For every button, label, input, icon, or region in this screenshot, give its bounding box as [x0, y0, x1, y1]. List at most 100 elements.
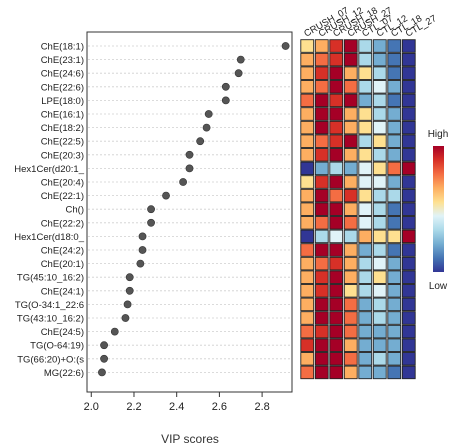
heatmap-cell [358, 365, 373, 380]
heatmap-cell [314, 39, 329, 53]
heatmap-cell [401, 107, 416, 121]
heatmap-cell [343, 324, 358, 339]
heatmap-cell [314, 284, 329, 298]
feature-label: MG(22:6) [44, 368, 84, 379]
feature-label: ChE(22:1) [41, 191, 84, 202]
vip-point [125, 273, 134, 282]
heatmap-cell [314, 66, 329, 80]
heatmap-cell [358, 52, 373, 67]
heatmap-cell [401, 297, 416, 312]
heatmap-cell [314, 188, 329, 203]
x-tick-label: 2.8 [254, 401, 269, 413]
heatmap-cell [372, 120, 387, 135]
heatmap-cell [387, 80, 402, 94]
heatmap-cell [314, 161, 329, 176]
heatmap-cell [387, 52, 402, 67]
heatmap-cell [358, 338, 373, 352]
heatmap-cell [314, 148, 329, 162]
heatmap-cell [372, 324, 387, 339]
vip-point [138, 246, 147, 254]
heatmap-cell [372, 134, 387, 148]
heatmap-cell [387, 297, 402, 312]
heatmap-cell [300, 175, 315, 189]
heatmap-cell [329, 297, 344, 312]
feature-label: ChE(22:2) [41, 218, 84, 229]
legend-low-label: Low [429, 281, 448, 292]
heatmap-cell [401, 311, 416, 325]
feature-label: ChE(18:2) [41, 123, 84, 134]
heatmap-cell [387, 256, 402, 271]
vip-point [281, 42, 290, 50]
heatmap-cell [300, 297, 315, 312]
legend-color-bar [433, 146, 444, 272]
heatmap-cell [343, 188, 358, 203]
vip-point [98, 368, 106, 377]
heatmap-cell [300, 365, 315, 380]
feature-label: TG(43:10_16:2) [17, 314, 84, 325]
vip-point [147, 218, 155, 227]
heatmap-cell [372, 93, 387, 108]
heatmap-cell [358, 324, 373, 339]
heatmap-cell [300, 270, 315, 284]
heatmap-cell [387, 202, 402, 216]
vip-point [234, 69, 243, 78]
feature-label: ChE(20:1) [41, 259, 84, 270]
heatmap-cell [358, 80, 373, 94]
heatmap-cell [300, 216, 315, 230]
heatmap-cell [358, 66, 373, 80]
heatmap-cell [329, 365, 344, 380]
grid-lines [88, 45, 291, 373]
heatmap-cell [300, 148, 315, 162]
heatmap-cell [358, 352, 373, 366]
heatmap-cell [358, 107, 373, 121]
heatmap-cell [329, 66, 344, 80]
heatmap-cell [387, 243, 402, 257]
heatmap-cell [329, 270, 344, 284]
heatmap-cell [343, 93, 358, 108]
plot-frame [86, 31, 293, 393]
feature-label: ChE(23:1) [41, 55, 84, 66]
heatmap-cell [387, 107, 402, 121]
heatmap-cell [343, 52, 358, 67]
heatmap-cell [329, 134, 344, 148]
heatmap-cell [387, 93, 402, 108]
vip-point [202, 123, 211, 132]
heatmap-cell [329, 93, 344, 108]
feature-label: ChE(24:1) [41, 286, 84, 297]
vip-point [185, 150, 194, 159]
heatmap-cell [343, 311, 358, 325]
heatmap-cell [329, 243, 344, 257]
feature-label: ChE(24:6) [41, 69, 84, 80]
vip-point [196, 137, 205, 146]
heatmap-cell [300, 188, 315, 203]
heatmap-cell [358, 270, 373, 284]
heatmap-cell [401, 270, 416, 284]
heatmap-cell [372, 66, 387, 80]
heatmap-cell [401, 324, 416, 339]
heatmap-cell [329, 39, 344, 53]
heatmap-cell [329, 216, 344, 230]
x-tick-label: 2.2 [126, 401, 141, 413]
heatmap-cell [300, 284, 315, 298]
vip-point [123, 300, 132, 309]
heatmap-cell [343, 338, 358, 352]
heatmap-cell [358, 229, 373, 244]
heatmap-cell [401, 256, 416, 271]
feature-label: ChE(24:2) [41, 246, 84, 257]
heatmap-cell [314, 120, 329, 135]
heatmap-cell [314, 311, 329, 325]
heatmap-cell [343, 66, 358, 80]
heatmap-cell [300, 243, 315, 257]
heatmap-cell [358, 120, 373, 135]
vip-points [98, 42, 290, 377]
feature-label: Ch() [66, 205, 84, 216]
heatmap-cell [329, 161, 344, 176]
heatmap-cell [314, 216, 329, 230]
heatmap-cell [372, 52, 387, 67]
heatmap-cell [314, 202, 329, 216]
heatmap-cell [372, 352, 387, 366]
heatmap-cell [387, 161, 402, 176]
heatmap-cell [343, 39, 358, 53]
heatmap-cell [358, 134, 373, 148]
heatmap-cell [387, 365, 402, 380]
